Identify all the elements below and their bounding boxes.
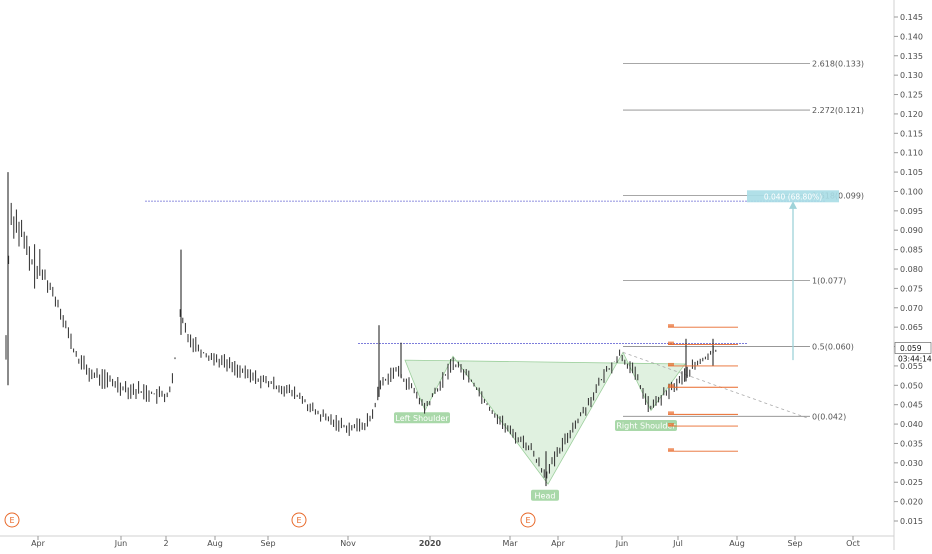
fib-level-label: 0.5(0.060): [812, 343, 854, 352]
last-price-label: 0.059: [900, 344, 922, 353]
level-line-tag: [668, 341, 674, 345]
time-tick-label: Jun: [615, 539, 629, 548]
price-tick-label: 0.145: [900, 13, 923, 22]
pattern-label: Right Shoulder: [616, 422, 676, 431]
earnings-icon[interactable]: [291, 512, 307, 528]
level-line-tag: [668, 324, 674, 328]
price-tick-label: 0.105: [900, 168, 923, 177]
time-tick-label: Apr: [31, 539, 46, 548]
target-label-box: [747, 190, 839, 203]
earnings-icon[interactable]: [4, 512, 20, 528]
level-line-tag: [668, 362, 674, 366]
time-tick-label: Jul: [672, 539, 683, 548]
earnings-icon-label: E: [296, 516, 301, 525]
price-tick-label: 0.020: [900, 498, 923, 507]
projection-line: [622, 351, 809, 419]
level-line-tag: [668, 423, 674, 427]
last-price-tag: [894, 342, 932, 354]
price-tick-label: 0.070: [900, 304, 923, 313]
price-tick-label: 0.110: [900, 149, 923, 158]
fib-level-label: 2.618(0.133): [812, 60, 864, 69]
time-tick-label: 2020: [419, 539, 442, 548]
fib-level-label: 1(0.077): [812, 277, 846, 286]
time-tick-label: Aug: [207, 539, 223, 548]
pattern-label: Left Shoulder: [395, 414, 449, 423]
time-tick-label: Nov: [340, 539, 356, 548]
time-tick-label: Mar: [502, 539, 518, 548]
pattern-label-box: [615, 420, 677, 432]
level-line-tag: [668, 384, 674, 388]
price-tick-label: 0.100: [900, 187, 923, 196]
price-tick-label: 0.095: [900, 207, 923, 216]
price-tick-label: 0.115: [900, 129, 923, 138]
pattern-label: Head: [535, 491, 556, 500]
price-tick-label: 0.050: [900, 381, 923, 390]
price-tick-label: 0.090: [900, 226, 923, 235]
time-tick-label: Sep: [787, 539, 802, 548]
price-tick-label: 0.080: [900, 265, 923, 274]
price-tick-label: 0.065: [900, 323, 923, 332]
price-tick-label: 0.140: [900, 32, 923, 41]
price-tick-label: 0.040: [900, 420, 923, 429]
earnings-icon-label: E: [525, 516, 530, 525]
price-tick-label: 0.135: [900, 52, 923, 61]
time-tick-label: Sep: [260, 539, 275, 548]
price-tick-label: 0.075: [900, 284, 923, 293]
time-tick-label: Aug: [729, 539, 745, 548]
price-tick-label: 0.045: [900, 401, 923, 410]
time-tick-label: Oct: [846, 539, 860, 548]
countdown-label: 03:44:14: [898, 354, 932, 363]
price-tick-label: 0.030: [900, 459, 923, 468]
earnings-icon[interactable]: [520, 512, 536, 528]
price-tick-label: 0.085: [900, 246, 923, 255]
price-tick-label: 0.015: [900, 517, 923, 526]
pattern-label-box: [531, 489, 559, 501]
time-tick-label: 2: [163, 539, 168, 548]
price-tick-label: 0.130: [900, 71, 923, 80]
target-arrow-head: [789, 201, 797, 209]
pattern-label-box: [394, 412, 450, 424]
price-tick-label: 0.055: [900, 362, 923, 371]
price-tick-label: 0.120: [900, 110, 923, 119]
time-tick-label: Jun: [114, 539, 128, 548]
earnings-icon-label: E: [9, 516, 14, 525]
level-line-tag: [668, 411, 674, 415]
price-tick-label: 0.035: [900, 439, 923, 448]
price-tick-label: 0.025: [900, 478, 923, 487]
fib-level-label: 2.272(0.121): [812, 106, 864, 115]
fib-level-label: 0(0.042): [812, 412, 846, 421]
time-tick-label: Apr: [551, 539, 566, 548]
level-line-tag: [668, 448, 674, 452]
target-label: 0.040 (68.80%): [764, 192, 822, 201]
price-tick-label: 0.125: [900, 91, 923, 100]
